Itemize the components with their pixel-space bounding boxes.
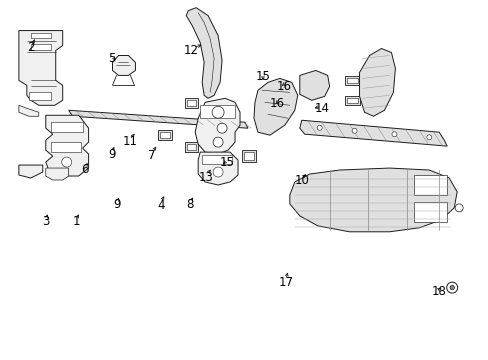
Text: 8: 8 [186, 198, 193, 211]
Text: 15: 15 [220, 156, 234, 168]
Circle shape [317, 125, 322, 130]
Polygon shape [299, 120, 447, 146]
Text: 18: 18 [431, 285, 446, 298]
Polygon shape [413, 175, 447, 195]
Polygon shape [160, 132, 170, 138]
Text: 6: 6 [81, 163, 89, 176]
Polygon shape [187, 144, 196, 150]
Polygon shape [186, 8, 222, 98]
Text: 10: 10 [294, 174, 309, 187]
Circle shape [391, 132, 396, 137]
Polygon shape [253, 78, 297, 135]
Polygon shape [198, 152, 238, 185]
Text: 2: 2 [27, 41, 35, 54]
Polygon shape [31, 44, 51, 50]
Polygon shape [19, 165, 42, 178]
Circle shape [351, 128, 356, 133]
Text: 11: 11 [122, 135, 137, 148]
Text: 4: 4 [157, 199, 164, 212]
Polygon shape [19, 31, 62, 105]
Polygon shape [299, 71, 329, 100]
Text: 9: 9 [113, 198, 121, 211]
Polygon shape [51, 142, 81, 152]
Text: 13: 13 [199, 171, 214, 184]
Polygon shape [19, 105, 39, 116]
Text: 14: 14 [314, 102, 329, 115]
Polygon shape [68, 110, 247, 128]
Polygon shape [344, 76, 359, 85]
Text: 7: 7 [148, 149, 155, 162]
Polygon shape [46, 168, 68, 180]
Text: 1: 1 [73, 215, 80, 228]
Text: 17: 17 [278, 276, 293, 289]
Text: 15: 15 [255, 69, 270, 82]
Polygon shape [242, 150, 255, 162]
Polygon shape [344, 96, 359, 105]
Polygon shape [158, 130, 172, 140]
Polygon shape [346, 98, 357, 103]
Circle shape [212, 106, 224, 118]
Polygon shape [244, 152, 253, 160]
Circle shape [454, 204, 462, 212]
Polygon shape [413, 202, 447, 222]
Text: 5: 5 [108, 52, 116, 65]
Text: 16: 16 [269, 98, 285, 111]
Circle shape [217, 123, 226, 133]
Polygon shape [359, 49, 395, 116]
Polygon shape [289, 168, 456, 232]
Polygon shape [112, 55, 135, 75]
Polygon shape [185, 142, 198, 152]
Text: 12: 12 [183, 44, 198, 57]
Polygon shape [195, 98, 240, 154]
Polygon shape [346, 78, 357, 84]
Polygon shape [51, 122, 82, 132]
Circle shape [426, 135, 431, 140]
Circle shape [61, 157, 72, 167]
Circle shape [213, 167, 223, 177]
Text: 16: 16 [276, 80, 291, 93]
Polygon shape [187, 100, 196, 106]
Circle shape [446, 282, 457, 293]
Circle shape [213, 137, 223, 147]
Polygon shape [185, 98, 198, 108]
Circle shape [449, 285, 453, 290]
Polygon shape [202, 155, 232, 164]
Polygon shape [200, 105, 235, 118]
Polygon shape [29, 92, 51, 100]
Text: 9: 9 [108, 148, 116, 161]
Polygon shape [31, 32, 51, 37]
Polygon shape [46, 115, 88, 176]
Text: 3: 3 [42, 215, 49, 228]
